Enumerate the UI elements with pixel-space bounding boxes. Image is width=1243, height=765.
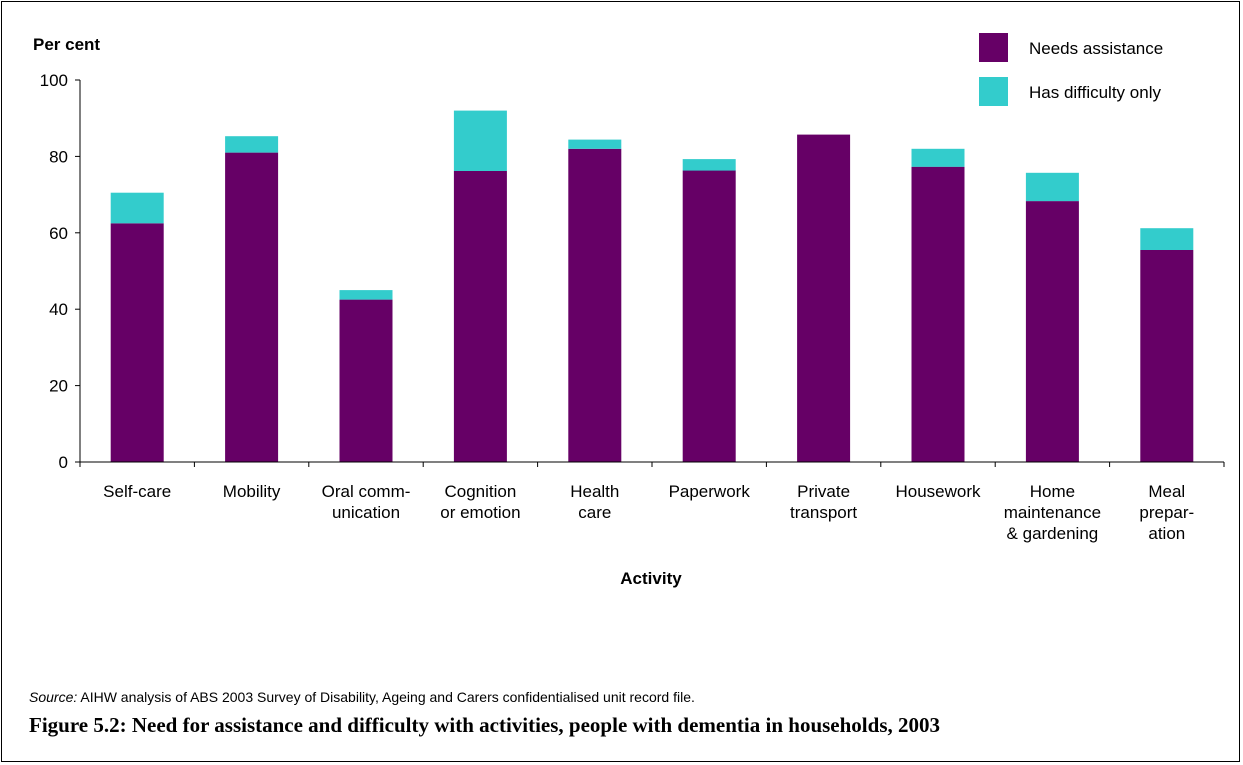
- bar-difficulty-only-7: [911, 148, 965, 167]
- x-tick-label: Paperwork: [669, 482, 751, 501]
- x-tick-label-line: & gardening: [1007, 524, 1099, 543]
- x-axis-label: Activity: [620, 569, 682, 588]
- axes-group: 0 20 40 60 80 100 Self-care Mobility Oral comm-u…: [40, 71, 1225, 543]
- x-tick-label-line: Meal: [1148, 482, 1185, 501]
- x-tick-label-line: unication: [332, 503, 400, 522]
- source-label: Source:: [29, 689, 78, 705]
- x-tick-label-line: Cognition: [444, 482, 516, 501]
- legend-swatch: [979, 77, 1008, 106]
- legend-swatch: [979, 33, 1008, 62]
- x-tick-label-line: care: [578, 503, 611, 522]
- y-tick-label: 20: [49, 377, 68, 396]
- bar-difficulty-only-3: [453, 110, 507, 171]
- bar-needs-assistance-3: [453, 170, 507, 462]
- bar-difficulty-only-9: [1140, 228, 1194, 250]
- bar-difficulty-only-2: [339, 290, 393, 300]
- y-tick-label: 100: [40, 71, 68, 90]
- x-tick-label-line: Health: [570, 482, 619, 501]
- bar-needs-assistance-2: [339, 299, 393, 462]
- x-tick-label: Private transport: [790, 482, 857, 522]
- bars-group: [110, 110, 1194, 463]
- x-tick-label: Health care: [570, 482, 619, 522]
- bar-difficulty-only-5: [682, 159, 736, 171]
- bar-needs-assistance-8: [1025, 201, 1079, 462]
- x-tick-label-line: Self-care: [103, 482, 171, 501]
- x-tick-label: Self-care: [103, 482, 171, 501]
- x-tick-label-line: ation: [1148, 524, 1185, 543]
- bar-needs-assistance-7: [911, 166, 965, 462]
- x-tick-label-line: Housework: [895, 482, 981, 501]
- figure-caption: Figure 5.2: Need for assistance and diff…: [29, 713, 940, 737]
- bar-difficulty-only-4: [568, 139, 622, 149]
- x-tick-label-line: or emotion: [440, 503, 520, 522]
- legend: Needs assistance Has difficulty only: [979, 33, 1163, 106]
- x-tick-label: Meal prepar-ation: [1139, 482, 1194, 543]
- source-text: AIHW analysis of ABS 2003 Survey of Disa…: [77, 689, 695, 705]
- x-tick-label: Mobility: [223, 482, 281, 501]
- y-tick-label: 80: [49, 147, 68, 166]
- x-tick-label: Housework: [895, 482, 981, 501]
- x-tick-label-line: Oral comm-: [322, 482, 411, 501]
- stacked-bar-chart: Per cent Activity 0 20 40 60 80 100 Self-care M…: [33, 33, 1225, 588]
- x-tick-label-line: Paperwork: [669, 482, 751, 501]
- x-tick-label: Oral comm-unication: [322, 482, 411, 522]
- y-tick-label: 60: [49, 224, 68, 243]
- x-tick-label-line: prepar-: [1139, 503, 1194, 522]
- x-tick-label-line: maintenance: [1004, 503, 1101, 522]
- legend-label: Has difficulty only: [1029, 83, 1161, 102]
- bar-needs-assistance-6: [797, 134, 851, 462]
- legend-label: Needs assistance: [1029, 39, 1163, 58]
- bar-needs-assistance-4: [568, 148, 622, 463]
- x-tick-label: Cognition or emotion: [440, 482, 520, 522]
- bar-needs-assistance-9: [1140, 250, 1194, 462]
- bar-difficulty-only-0: [110, 192, 164, 224]
- x-tick-label-line: transport: [790, 503, 857, 522]
- x-tick-label-line: Private: [797, 482, 850, 501]
- x-tick-label-line: Home: [1030, 482, 1075, 501]
- x-tick-label: Home maintenance & gardening: [1004, 482, 1101, 543]
- y-tick-label: 0: [59, 453, 68, 472]
- bar-needs-assistance-1: [225, 152, 279, 462]
- bar-needs-assistance-0: [110, 223, 164, 463]
- bar-needs-assistance-5: [682, 170, 736, 462]
- bar-difficulty-only-1: [225, 136, 279, 153]
- source-note: Source: AIHW analysis of ABS 2003 Survey…: [29, 689, 695, 705]
- bar-difficulty-only-8: [1025, 172, 1079, 202]
- y-axis-label: Per cent: [33, 35, 100, 54]
- y-tick-label: 40: [49, 300, 68, 319]
- x-tick-label-line: Mobility: [223, 482, 281, 501]
